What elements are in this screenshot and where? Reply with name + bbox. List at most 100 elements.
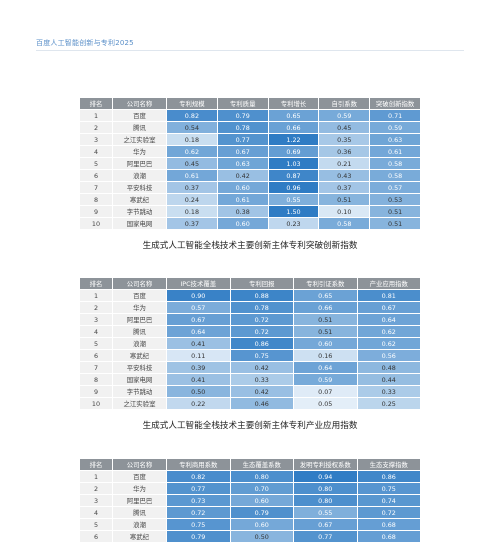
value-cell: 0.25 [356, 397, 421, 410]
value-cell: 0.90 [166, 289, 231, 302]
value-cell: 0.62 [356, 325, 421, 338]
value-cell: 0.79 [166, 530, 231, 543]
value-cell: 0.37 [166, 181, 218, 194]
value-cell: 0.73 [166, 494, 231, 507]
value-cell: 0.67 [166, 313, 231, 326]
value-cell: 0.60 [229, 494, 294, 507]
value-cell: 0.46 [229, 397, 294, 410]
value-cell: 0.72 [166, 506, 231, 519]
table-header-row: 排名 公司名称 专利规模 专利质量 专利增长 自引系数 突破创新指数 [79, 97, 421, 110]
value-cell: 0.50 [229, 530, 294, 543]
column-header: 发明专利授权系数 [293, 458, 358, 471]
value-cell: 0.82 [166, 109, 218, 122]
value-cell: 0.67 [216, 145, 269, 158]
value-cell: 0.77 [166, 482, 231, 495]
column-header: IPC技术覆盖 [166, 277, 231, 290]
value-cell: 0.24 [166, 193, 218, 206]
column-header: 专利规模 [166, 97, 218, 110]
company-cell: 腾讯 [112, 325, 167, 338]
column-header: 专利质量 [216, 97, 269, 110]
value-cell: 0.61 [216, 193, 269, 206]
column-header: 自引系数 [318, 97, 371, 110]
table-header-row: 排名 公司名称 IPC技术覆盖 专利回报 专利引证系数 产业应用指数 [79, 277, 421, 290]
column-header: 专利增长 [267, 97, 320, 110]
table-row: 4 华为 0.62 0.67 0.69 0.36 0.61 [79, 145, 421, 158]
value-cell: 0.07 [293, 385, 358, 398]
value-cell: 0.80 [293, 482, 358, 495]
value-cell: 0.64 [293, 361, 358, 374]
value-cell: 0.60 [216, 217, 269, 230]
company-cell: 腾讯 [112, 121, 167, 134]
value-cell: 0.86 [229, 337, 294, 350]
value-cell: 0.37 [166, 217, 218, 230]
industry-application-table: 排名 公司名称 IPC技术覆盖 专利回报 专利引证系数 产业应用指数 1 百度 0.90 0.8… [79, 277, 421, 410]
rank-cell: 7 [79, 361, 113, 374]
column-header: 产业应用指数 [356, 277, 421, 290]
value-cell: 0.42 [216, 169, 269, 182]
company-cell: 华为 [112, 482, 167, 495]
company-cell: 阿里巴巴 [112, 157, 167, 170]
value-cell: 0.51 [293, 325, 358, 338]
value-cell: 0.55 [293, 506, 358, 519]
value-cell: 0.58 [369, 169, 421, 182]
value-cell: 0.60 [293, 337, 358, 350]
value-cell: 0.51 [293, 313, 358, 326]
company-cell: 华为 [112, 145, 167, 158]
company-cell: 百度 [112, 470, 167, 483]
column-header: 专利商用系数 [166, 458, 231, 471]
value-cell: 0.22 [166, 397, 231, 410]
value-cell: 0.51 [318, 193, 371, 206]
value-cell: 0.80 [293, 494, 358, 507]
table-row: 5 阿里巴巴 0.45 0.63 1.03 0.21 0.58 [79, 157, 421, 170]
value-cell: 1.22 [267, 133, 320, 146]
column-header: 生态覆盖系数 [229, 458, 294, 471]
rank-cell: 3 [79, 133, 113, 146]
value-cell: 0.51 [369, 217, 421, 230]
table-row: 3 之江实验室 0.18 0.77 1.22 0.35 0.63 [79, 133, 421, 146]
ecosystem-support-table: 排名 公司名称 专利商用系数 生态覆盖系数 发明专利授权系数 生态支撑指数 1 百度 0.82… [79, 458, 421, 543]
value-cell: 0.77 [293, 530, 358, 543]
value-cell: 0.60 [216, 181, 269, 194]
value-cell: 0.71 [369, 109, 421, 122]
rank-cell: 6 [79, 169, 113, 182]
table-row: 10 之江实验室 0.22 0.46 0.05 0.25 [79, 397, 421, 410]
rank-cell: 7 [79, 181, 113, 194]
company-cell: 阿里巴巴 [112, 313, 167, 326]
company-cell: 国家电网 [112, 217, 167, 230]
value-cell: 0.21 [318, 157, 371, 170]
value-cell: 0.75 [229, 349, 294, 362]
rank-cell: 10 [79, 217, 113, 230]
company-cell: 字节跳动 [112, 385, 167, 398]
value-cell: 0.18 [166, 133, 218, 146]
rank-cell: 9 [79, 205, 113, 218]
company-cell: 字节跳动 [112, 205, 167, 218]
company-cell: 腾讯 [112, 506, 167, 519]
column-header: 公司名称 [112, 458, 167, 471]
rank-cell: 9 [79, 385, 113, 398]
value-cell: 0.56 [356, 349, 421, 362]
value-cell: 0.72 [229, 313, 294, 326]
value-cell: 0.44 [356, 373, 421, 386]
table-row: 5 浪潮 0.75 0.60 0.67 0.68 [79, 518, 421, 531]
value-cell: 1.50 [267, 205, 320, 218]
rank-cell: 4 [79, 506, 113, 519]
value-cell: 0.67 [356, 301, 421, 314]
table-row: 9 字节跳动 0.18 0.38 1.50 0.10 0.51 [79, 205, 421, 218]
company-cell: 浪潮 [112, 169, 167, 182]
value-cell: 0.82 [166, 470, 231, 483]
value-cell: 0.75 [356, 482, 421, 495]
table-header-row: 排名 公司名称 专利商用系数 生态覆盖系数 发明专利授权系数 生态支撑指数 [79, 458, 421, 471]
value-cell: 0.63 [369, 133, 421, 146]
table-row: 2 华为 0.57 0.78 0.66 0.67 [79, 301, 421, 314]
value-cell: 0.70 [229, 482, 294, 495]
column-header: 专利回报 [229, 277, 294, 290]
company-cell: 之江实验室 [112, 397, 167, 410]
rank-cell: 8 [79, 373, 113, 386]
value-cell: 0.59 [318, 109, 371, 122]
value-cell: 0.62 [166, 145, 218, 158]
rank-cell: 2 [79, 121, 113, 134]
industry-table-caption: 生成式人工智能全栈技术主要创新主体专利产业应用指数 [142, 421, 358, 431]
value-cell: 0.87 [267, 169, 320, 182]
table-row: 4 腾讯 0.64 0.72 0.51 0.62 [79, 325, 421, 338]
table-row: 6 寒武纪 0.79 0.50 0.77 0.68 [79, 530, 421, 543]
